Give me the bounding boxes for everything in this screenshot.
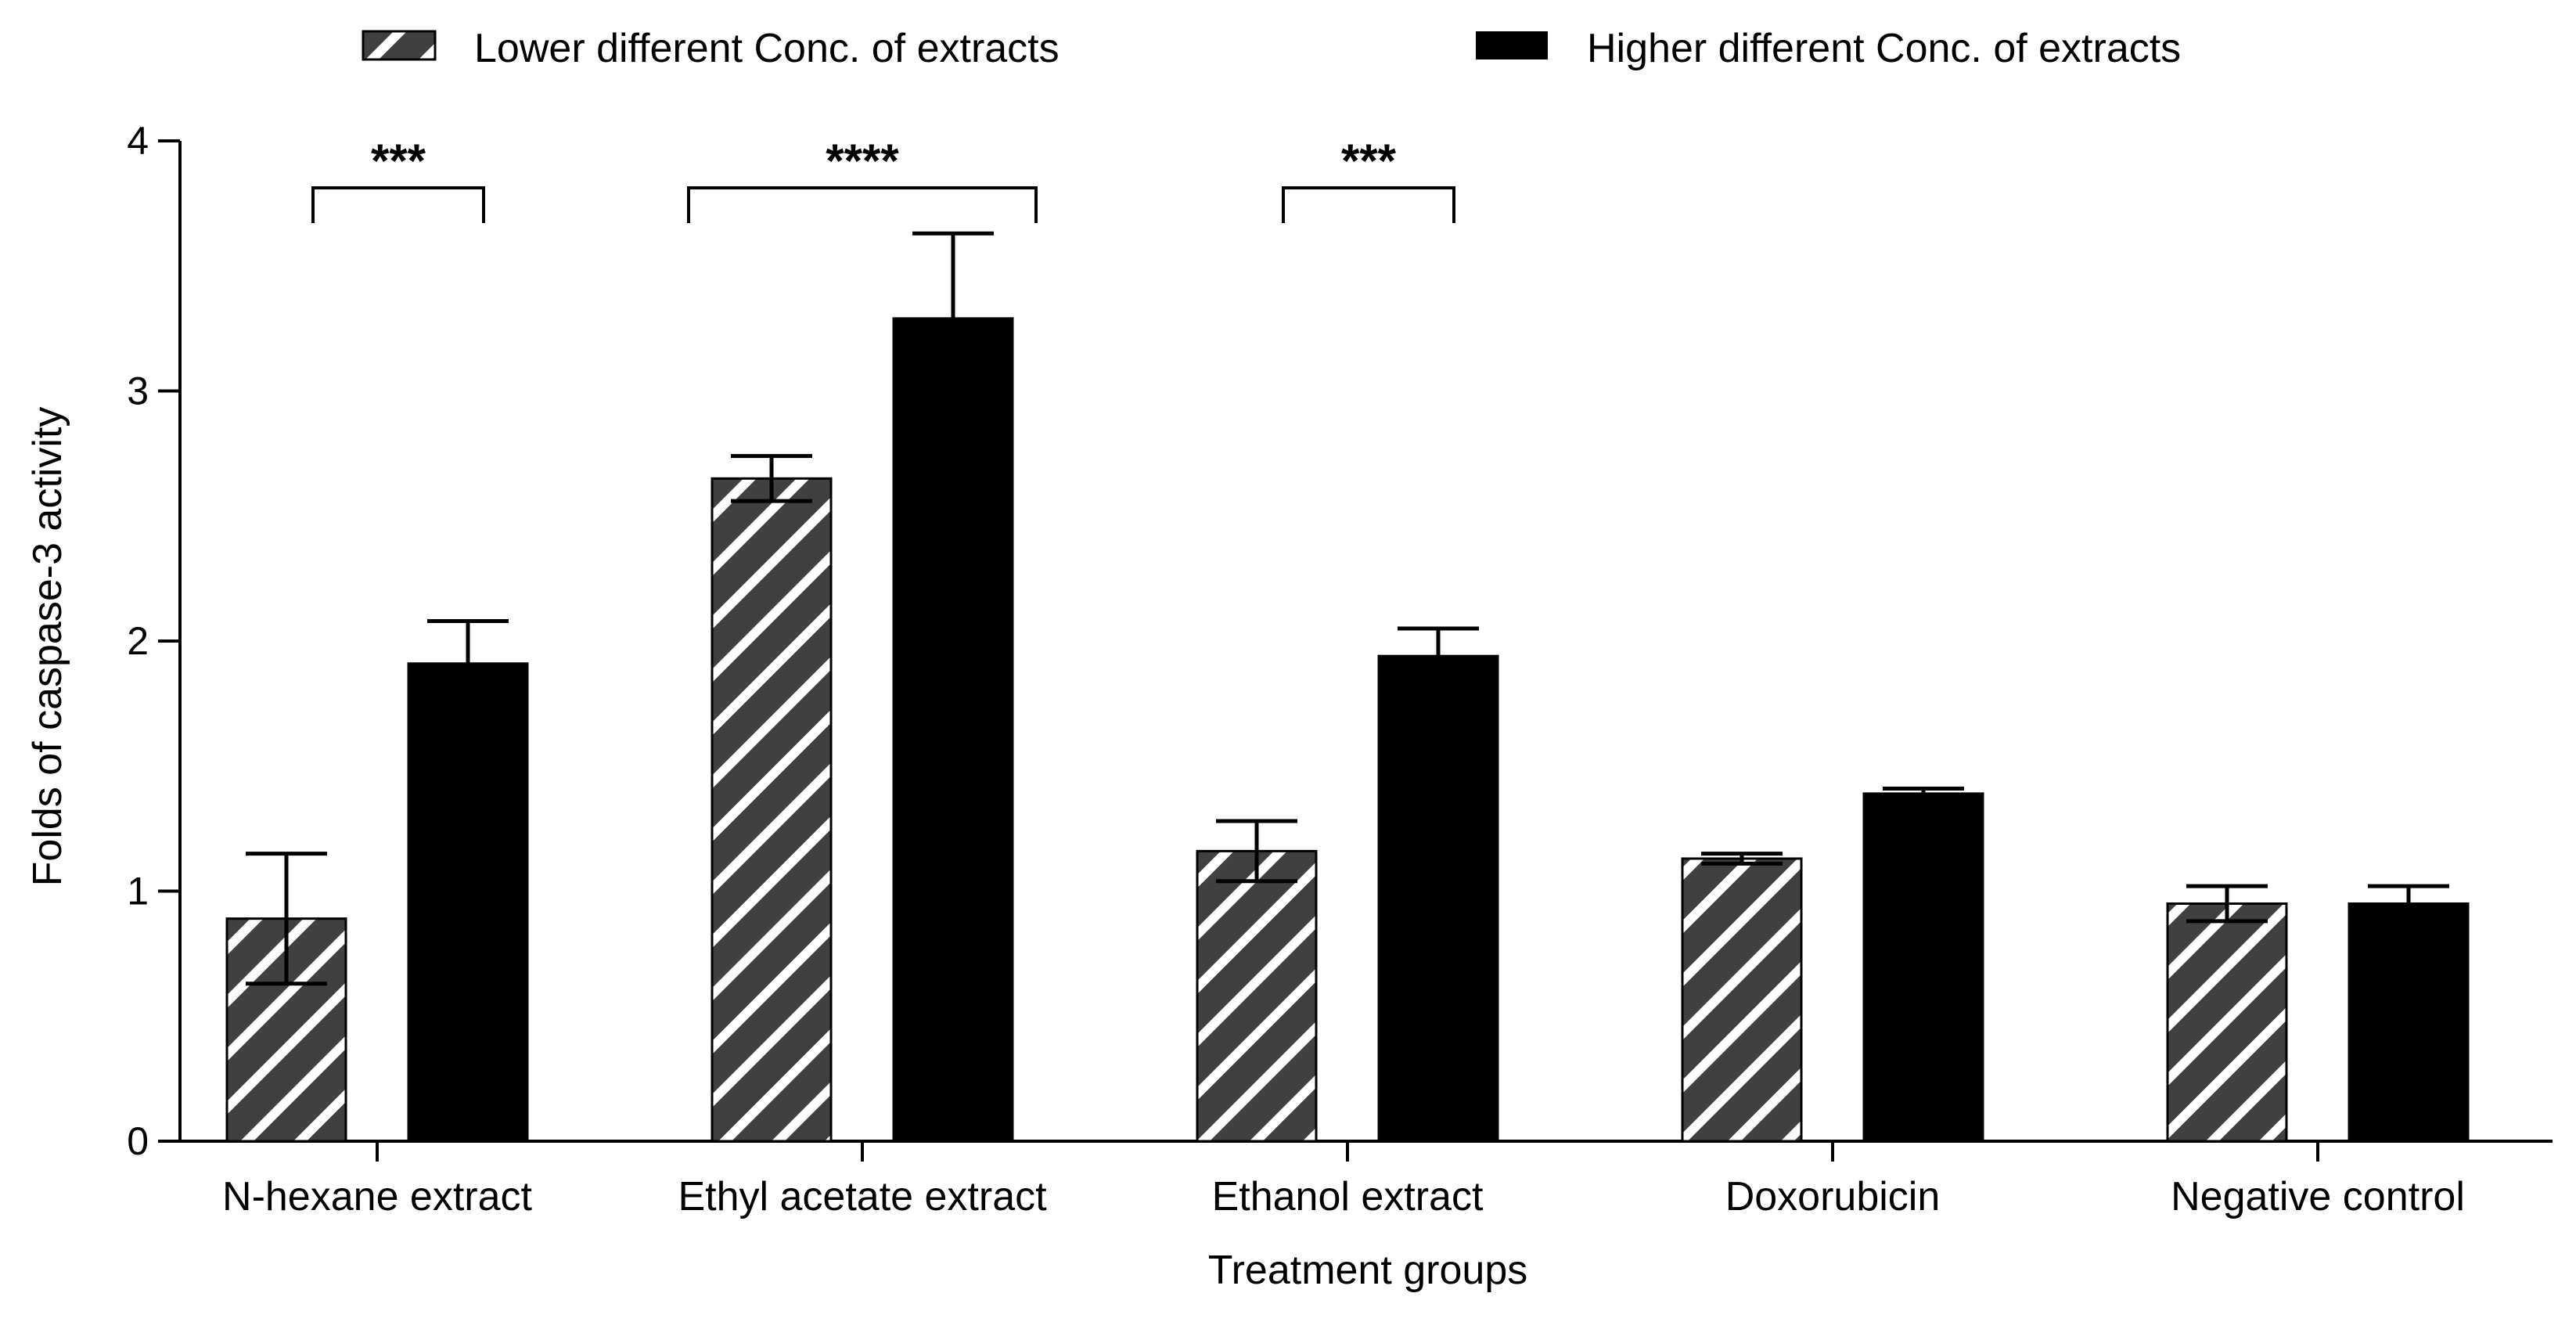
y-tick-label: 0 bbox=[127, 1119, 149, 1163]
significance-label: **** bbox=[826, 135, 899, 187]
legend-swatch-lower bbox=[362, 30, 437, 61]
bar-lower bbox=[1196, 849, 1318, 1143]
significance-bracket bbox=[311, 186, 485, 223]
x-tick-label: N-hexane extract bbox=[222, 1174, 533, 1219]
legend-label-lower: Lower different Conc. of extracts bbox=[474, 26, 1060, 71]
x-tick-label: Negative control bbox=[2171, 1174, 2465, 1219]
plot-area: *** **** *** bbox=[225, 135, 2470, 1143]
significance-bracket bbox=[687, 186, 1038, 223]
bar-higher bbox=[1377, 654, 1499, 1143]
bar-lower bbox=[2166, 902, 2288, 1143]
bar-higher bbox=[2348, 902, 2470, 1143]
y-tick-label: 2 bbox=[127, 619, 149, 663]
y-tick-label: 4 bbox=[127, 119, 149, 163]
x-tick-label: Ethyl acetate extract bbox=[678, 1174, 1047, 1219]
bar-lower bbox=[711, 477, 833, 1143]
bar-lower bbox=[1681, 857, 1803, 1143]
bar-higher bbox=[1862, 792, 1984, 1143]
legend: Lower different Conc. of extracts Higher… bbox=[362, 26, 2181, 71]
y-tick-label: 3 bbox=[127, 369, 149, 413]
significance-bracket bbox=[1282, 186, 1455, 223]
significance-label: *** bbox=[371, 135, 426, 187]
legend-item-lower: Lower different Conc. of extracts bbox=[362, 26, 1060, 71]
bar-higher bbox=[892, 317, 1014, 1143]
legend-label-higher: Higher different Conc. of extracts bbox=[1587, 26, 2181, 71]
x-axis-title: Treatment groups bbox=[1208, 1248, 1527, 1293]
significance-label: *** bbox=[1341, 135, 1397, 187]
y-axis-title: Folds of caspase-3 activity bbox=[25, 407, 70, 887]
axes: 0 1 2 3 4 N-hexane extract Ethyl acetate extra… bbox=[127, 119, 2553, 1219]
x-tick-label: Ethanol extract bbox=[1212, 1174, 1484, 1219]
bar-higher bbox=[407, 662, 529, 1143]
x-tick-label: Doxorubicin bbox=[1725, 1174, 1941, 1219]
legend-swatch-higher bbox=[1476, 31, 1548, 59]
y-tick-label: 1 bbox=[127, 870, 149, 913]
legend-item-higher: Higher different Conc. of extracts bbox=[1476, 26, 2181, 71]
